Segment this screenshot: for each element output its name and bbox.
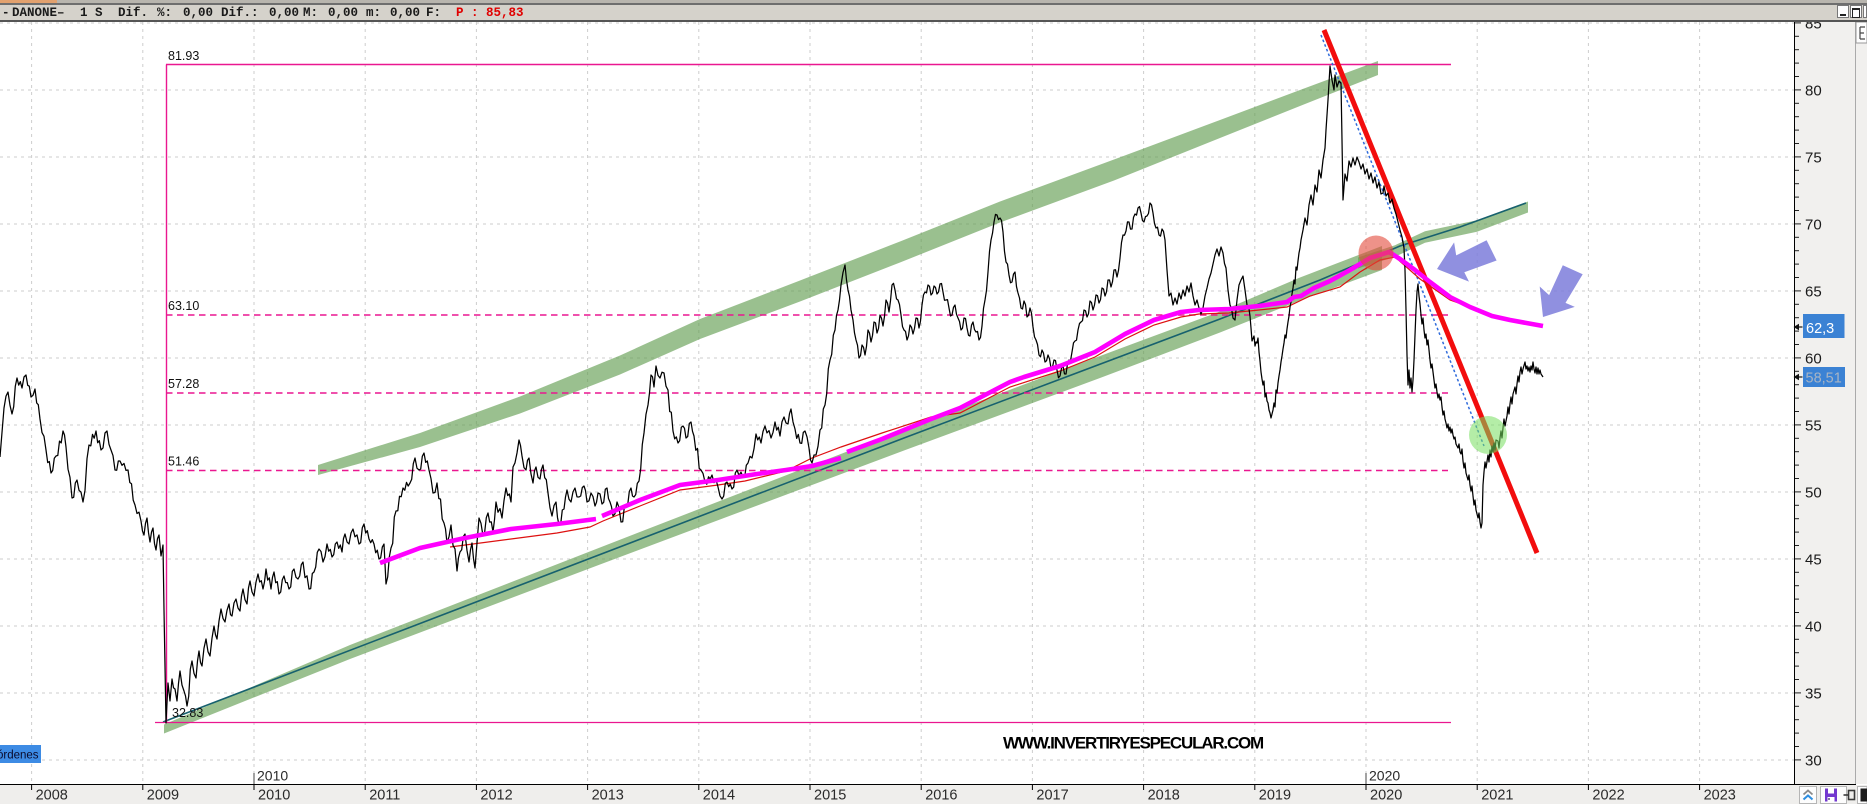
svg-text:2023: 2023 xyxy=(1704,788,1736,804)
svg-text:órdenes: órdenes xyxy=(0,750,39,762)
svg-text:35: 35 xyxy=(1805,685,1822,702)
svg-text:60: 60 xyxy=(1805,350,1822,367)
svg-text:63.10: 63.10 xyxy=(168,299,199,313)
svg-text:2019: 2019 xyxy=(1259,788,1291,804)
svg-text:2009: 2009 xyxy=(147,788,179,804)
svg-text:50: 50 xyxy=(1805,484,1822,501)
svg-text:75: 75 xyxy=(1805,149,1822,166)
svg-text:30: 30 xyxy=(1805,752,1822,769)
svg-text:2010: 2010 xyxy=(258,788,290,804)
svg-text:62,3: 62,3 xyxy=(1806,321,1834,337)
svg-text:2012: 2012 xyxy=(480,788,512,804)
svg-text:2021: 2021 xyxy=(1481,788,1513,804)
svg-text:2022: 2022 xyxy=(1592,788,1624,804)
svg-text:80: 80 xyxy=(1805,82,1822,99)
svg-text:40: 40 xyxy=(1805,618,1822,635)
svg-text:2020: 2020 xyxy=(1369,768,1400,784)
svg-text:58,51: 58,51 xyxy=(1806,371,1842,387)
svg-text:WWW.INVERTIRYESPECULAR.COM: WWW.INVERTIRYESPECULAR.COM xyxy=(1003,734,1264,753)
svg-text:2016: 2016 xyxy=(925,788,957,804)
svg-text:2015: 2015 xyxy=(814,788,846,804)
svg-text:2014: 2014 xyxy=(703,788,735,804)
svg-text:55: 55 xyxy=(1805,417,1822,434)
svg-text:2013: 2013 xyxy=(592,788,624,804)
svg-text:51.46: 51.46 xyxy=(168,455,199,469)
svg-text:57.28: 57.28 xyxy=(168,377,199,391)
svg-text:2020: 2020 xyxy=(1370,788,1402,804)
svg-text:2018: 2018 xyxy=(1148,788,1180,804)
svg-text:2011: 2011 xyxy=(369,788,400,804)
svg-text:45: 45 xyxy=(1805,551,1822,568)
svg-text:65: 65 xyxy=(1805,283,1822,300)
svg-text:70: 70 xyxy=(1805,216,1822,233)
svg-text:81.93: 81.93 xyxy=(168,49,199,63)
svg-text:32.83: 32.83 xyxy=(172,706,203,720)
svg-text:2010: 2010 xyxy=(257,768,288,784)
svg-text:2017: 2017 xyxy=(1036,788,1068,804)
svg-text:2008: 2008 xyxy=(36,788,68,804)
